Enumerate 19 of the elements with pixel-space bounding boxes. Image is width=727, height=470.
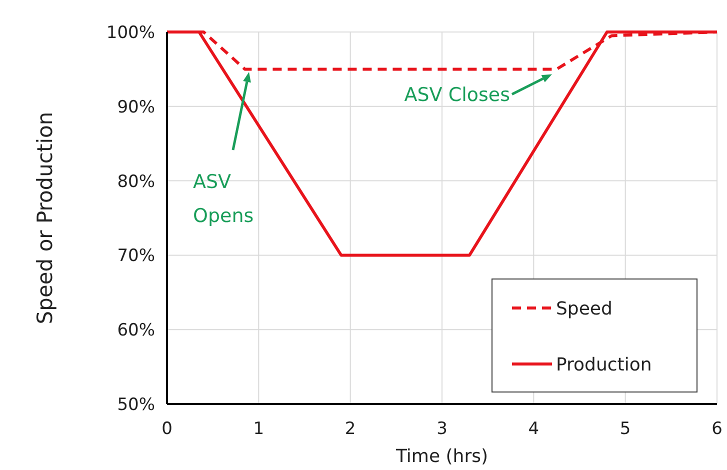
x-tick-label: 2 <box>344 419 356 439</box>
y-axis-title: Speed or Production <box>33 112 57 324</box>
x-tick-label: 3 <box>436 419 448 439</box>
y-tick-label: 90% <box>117 97 155 118</box>
y-tick-label: 70% <box>117 246 155 266</box>
legend-label: Speed <box>556 298 612 320</box>
x-axis-title: Time (hrs) <box>394 446 488 467</box>
x-tick-label: 6 <box>712 419 722 439</box>
annotation: ASV Closes <box>404 84 510 106</box>
x-tick-label: 0 <box>162 419 172 439</box>
x-tick-label: 4 <box>528 419 540 439</box>
x-tick-label: 1 <box>253 419 264 439</box>
y-tick-label: 60% <box>117 320 155 341</box>
y-tick-label: 100% <box>106 22 155 43</box>
x-tick-label: 5 <box>620 419 631 439</box>
y-tick-label: 80% <box>117 172 155 192</box>
y-tick-label: 50% <box>117 394 155 415</box>
legend-label: Production <box>556 354 652 376</box>
annotation: ASV Opens <box>193 171 254 227</box>
